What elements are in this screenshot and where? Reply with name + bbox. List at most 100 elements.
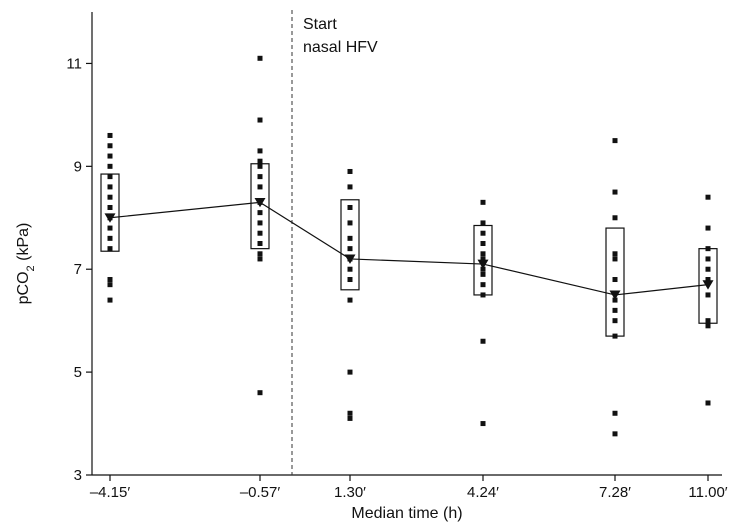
data-point	[107, 277, 113, 283]
x-tick-label: 1.30′	[334, 484, 366, 501]
data-point	[480, 338, 486, 344]
data-point	[257, 251, 263, 257]
data-point	[612, 256, 618, 262]
median-marker	[104, 213, 116, 223]
data-point	[257, 55, 263, 61]
data-point	[612, 215, 618, 221]
data-point	[257, 174, 263, 180]
median-marker	[609, 290, 621, 300]
data-point	[347, 168, 353, 174]
data-point	[705, 225, 711, 231]
boxes	[100, 163, 718, 337]
data-point	[107, 153, 113, 159]
data-point	[257, 184, 263, 190]
data-point	[705, 292, 711, 298]
data-point	[257, 241, 263, 246]
data-point	[347, 297, 353, 303]
median-marker	[254, 197, 266, 208]
median-line	[109, 201, 709, 296]
data-point	[347, 266, 353, 272]
data-point	[347, 246, 353, 252]
data-point	[107, 235, 113, 241]
data-point	[612, 297, 618, 303]
data-point	[107, 132, 113, 138]
iqr-box	[100, 173, 120, 252]
data-point	[612, 307, 618, 313]
data-point	[612, 431, 618, 437]
data-point	[705, 266, 711, 272]
data-point	[612, 410, 618, 416]
data-point	[480, 230, 486, 236]
median-marker	[702, 280, 714, 290]
data-point	[480, 256, 486, 262]
median-series	[104, 197, 714, 300]
data-point	[107, 163, 113, 169]
data-point	[705, 400, 711, 406]
data-point	[257, 210, 263, 216]
data-point	[257, 117, 263, 123]
data-point	[107, 297, 113, 303]
y-axis-title-unit: (kPa)	[15, 223, 32, 266]
data-point	[705, 318, 711, 324]
y-tick-label: 7	[74, 261, 82, 278]
data-point	[107, 143, 113, 149]
data-point	[480, 199, 486, 205]
data-point	[257, 158, 263, 164]
data-point	[480, 241, 486, 246]
data-point	[107, 194, 113, 200]
data-point	[257, 230, 263, 236]
y-tick-label: 5	[74, 364, 82, 381]
annotation-nasal-hfv: nasal HFV	[303, 39, 378, 56]
data-point	[347, 369, 353, 375]
data-point	[705, 194, 711, 200]
data-point	[347, 235, 353, 241]
data-points	[107, 55, 711, 437]
y-axis-title: pCO2 (kPa)	[15, 223, 37, 305]
data-point	[612, 251, 618, 257]
x-tick-label: 11.00′	[688, 484, 727, 501]
data-point	[107, 225, 113, 231]
data-point	[347, 220, 353, 226]
annotation-start: Start	[303, 16, 337, 33]
data-point	[257, 390, 263, 396]
x-tick-label: –4.15′	[90, 484, 131, 501]
data-point	[480, 292, 486, 298]
data-point	[705, 277, 711, 283]
data-point	[257, 220, 263, 226]
data-point	[480, 421, 486, 427]
x-tick-label: 7.28′	[599, 484, 631, 501]
y-tick-label: 3	[74, 467, 82, 484]
y-axis-title-subscript: 2	[25, 265, 37, 271]
y-axis-title-main: pCO	[15, 271, 32, 304]
y-tick-label: 9	[74, 158, 82, 175]
median-marker	[477, 259, 489, 270]
x-tick-label: –0.57′	[240, 484, 281, 501]
iqr-box	[250, 163, 270, 250]
data-point	[705, 246, 711, 252]
data-point	[480, 266, 486, 272]
data-point	[612, 138, 618, 144]
data-point	[107, 204, 113, 210]
data-point	[107, 184, 113, 190]
data-point	[347, 415, 353, 421]
axes: 3 5 7 9 11 –4.15′ –0.57′ 1.30′ 4.24′ 7.28′ 11.00′	[66, 12, 728, 501]
data-point	[107, 174, 113, 180]
data-point	[107, 282, 113, 288]
iqr-box	[340, 199, 360, 291]
data-point	[612, 318, 618, 324]
data-point	[257, 256, 263, 262]
data-point	[705, 256, 711, 262]
data-point	[347, 277, 353, 283]
data-point	[705, 323, 711, 329]
data-point	[347, 184, 353, 190]
data-point	[257, 148, 263, 154]
data-point	[347, 410, 353, 416]
median-marker	[344, 254, 356, 264]
x-axis-title: Median time (h)	[351, 505, 462, 522]
data-point	[480, 220, 486, 226]
data-point	[347, 204, 353, 210]
data-point	[480, 251, 486, 257]
data-point	[612, 333, 618, 339]
data-point	[480, 282, 486, 288]
